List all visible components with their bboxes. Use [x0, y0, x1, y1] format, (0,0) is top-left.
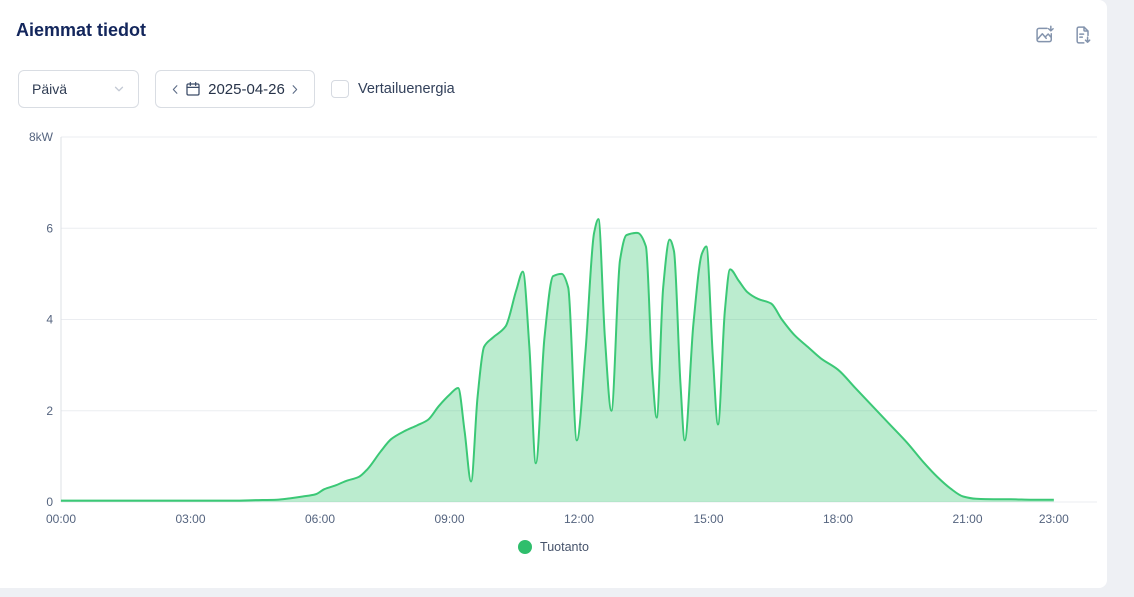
- legend-dot-tuotanto: [518, 540, 533, 554]
- svg-text:6: 6: [46, 221, 53, 235]
- legend-label-tuotanto: Tuotanto: [540, 540, 589, 554]
- svg-text:0: 0: [46, 495, 53, 509]
- comparison-energy-label: Vertailuenergia: [358, 81, 455, 97]
- chart-legend[interactable]: Tuotanto: [0, 540, 1107, 554]
- svg-text:4: 4: [46, 313, 53, 327]
- chart-canvas[interactable]: 0 2 4 6 8kW 00:00 03:00 06:00 09:00 12:00 15:00 18:…: [0, 120, 1107, 532]
- svg-text:18:00: 18:00: [823, 512, 853, 526]
- header-actions: [1035, 25, 1093, 45]
- svg-text:00:00: 00:00: [46, 512, 76, 526]
- chevron-right-icon: [293, 84, 298, 94]
- comparison-energy-checkbox[interactable]: [331, 80, 349, 98]
- selected-date: 2025-04-26: [208, 80, 285, 98]
- svg-text:8kW: 8kW: [29, 130, 54, 144]
- calendar-icon: [186, 82, 200, 96]
- svg-text:21:00: 21:00: [952, 512, 982, 526]
- previous-day-button[interactable]: [166, 77, 184, 101]
- production-chart[interactable]: 0 2 4 6 8kW 00:00 03:00 06:00 09:00 12:00 15:00 18:…: [0, 120, 1107, 532]
- period-select[interactable]: Päivä: [18, 70, 139, 108]
- svg-text:06:00: 06:00: [305, 512, 335, 526]
- page-title: Aiemmat tiedot: [16, 20, 147, 40]
- date-picker: 2025-04-26: [155, 70, 315, 108]
- svg-text:2: 2: [46, 404, 53, 418]
- chart-controls: Päivä 2025-04-26: [18, 70, 455, 108]
- svg-text:15:00: 15:00: [693, 512, 723, 526]
- chevron-down-icon: [114, 86, 124, 92]
- svg-text:23:00: 23:00: [1039, 512, 1069, 526]
- export-image-icon[interactable]: [1035, 25, 1055, 45]
- svg-text:09:00: 09:00: [434, 512, 464, 526]
- history-panel: Aiemmat tiedot Päivä: [0, 0, 1107, 588]
- date-picker-value[interactable]: 2025-04-26: [185, 81, 285, 98]
- chevron-left-icon: [172, 84, 177, 94]
- svg-text:12:00: 12:00: [564, 512, 594, 526]
- svg-text:03:00: 03:00: [175, 512, 205, 526]
- next-day-button[interactable]: [286, 77, 304, 101]
- period-select-value: Päivä: [32, 81, 68, 97]
- comparison-energy-toggle[interactable]: Vertailuenergia: [331, 80, 455, 98]
- export-file-icon[interactable]: [1073, 25, 1093, 45]
